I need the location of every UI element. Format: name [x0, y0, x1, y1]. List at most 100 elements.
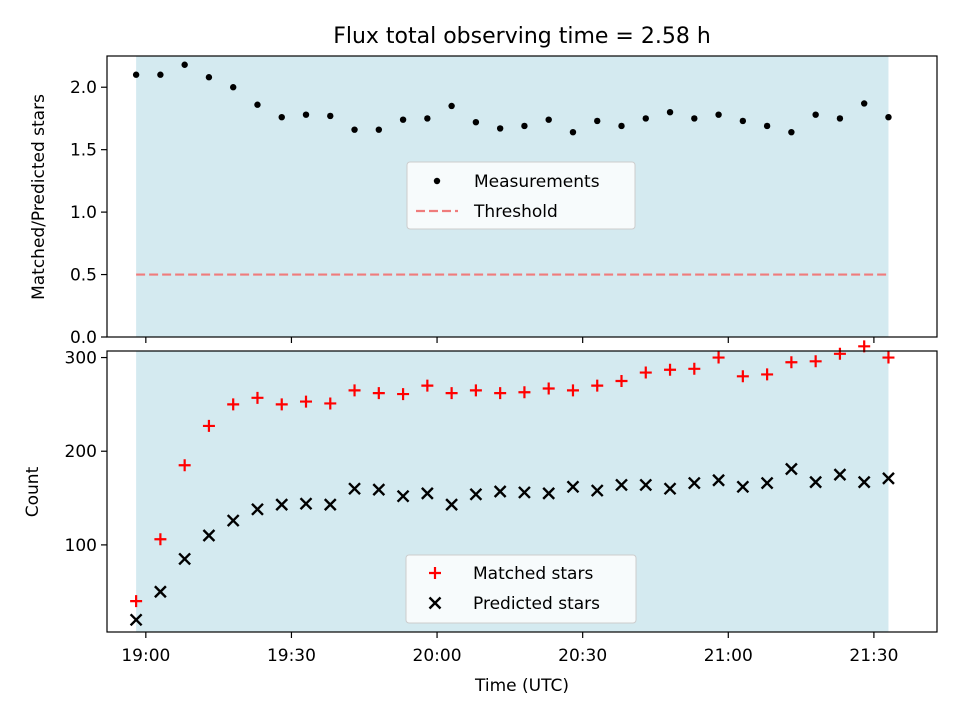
predicted-star-point [469, 487, 483, 501]
predicted-star-point [226, 514, 240, 527]
measurement-point [642, 115, 649, 122]
matched-star-point [202, 419, 215, 432]
measurement-point [278, 113, 285, 121]
bottom-y-axis-label: Count [23, 466, 43, 517]
predicted-star-point [736, 480, 750, 494]
matched-star-point [421, 379, 434, 392]
predicted-star-point [445, 498, 458, 511]
legend-predicted-marker [428, 596, 442, 610]
predicted-star-point [639, 478, 653, 492]
top-y-tick-label: 0.5 [70, 266, 97, 286]
predicted-star-point [712, 473, 725, 487]
measurement-point [594, 117, 601, 125]
top-legend [406, 161, 636, 230]
matched-star-point [615, 374, 628, 387]
x-tick-label: 19:00 [121, 646, 170, 666]
top-y-tick-label: 2.0 [70, 78, 97, 98]
predicted-star-point [202, 529, 216, 542]
measurement-point [763, 122, 771, 130]
predicted-star-point [760, 476, 774, 490]
matched-star-point [154, 533, 167, 546]
measurement-point [521, 122, 528, 130]
matched-star-point [227, 398, 240, 411]
matched-star-point [688, 362, 701, 375]
predicted-star-point [566, 480, 580, 494]
measurement-point [424, 115, 431, 122]
bottom-y-tick-label: 200 [65, 442, 97, 462]
top-y-axis-label: Matched/Predicted stars [29, 94, 49, 300]
matched-star-point [518, 386, 531, 399]
matched-star-point [761, 368, 774, 381]
matched-star-point [130, 595, 143, 608]
predicted-star-point [372, 483, 386, 496]
matched-star-point [445, 387, 458, 400]
predicted-star-point [493, 485, 507, 498]
matched-star-point [348, 384, 361, 397]
x-tick-label: 21:30 [849, 646, 898, 666]
predicted-star-point [615, 478, 628, 492]
matched-star-point [469, 384, 482, 397]
legend-threshold-label: Threshold [473, 202, 558, 222]
measurement-point [666, 109, 674, 116]
predicted-star-point [129, 613, 143, 627]
matched-star-point [566, 384, 579, 397]
legend-measurements-marker [433, 177, 441, 185]
predicted-star-point [542, 487, 556, 500]
matched-star-point [300, 395, 313, 408]
matched-star-point [542, 382, 555, 395]
top-y-tick-label: 0.0 [70, 328, 97, 348]
measurement-point [132, 71, 140, 78]
measurement-point [351, 126, 358, 133]
predicted-star-point [785, 462, 798, 476]
top-y-tick-label: 1.0 [70, 203, 97, 223]
predicted-star-point [251, 502, 264, 516]
measurement-point [181, 61, 188, 68]
predicted-star-point [178, 552, 192, 566]
bottom-axes-frame [106, 350, 938, 633]
legend-predicted-label: Predicted stars [473, 594, 600, 614]
matched-star-point [324, 397, 337, 410]
matched-star-point [809, 355, 822, 368]
predicted-star-point [275, 498, 289, 511]
measurement-point [157, 71, 164, 78]
matched-star-point [397, 388, 410, 401]
legend-measurements-label: Measurements [474, 172, 600, 192]
measurement-point [739, 117, 747, 125]
predicted-star-point [396, 489, 410, 503]
measurement-point [812, 111, 819, 118]
bottom-y-tick-label: 300 [65, 349, 97, 369]
top-panel: 0.0 0.5 1.0 1.5 2.0 Measurements Threshold [70, 55, 938, 348]
measurement-point [254, 101, 261, 108]
bottom-panel: 100 200 300 19:00 19:30 20:00 20:30 21:00 21:30 M… [65, 340, 938, 666]
matched-star-point [833, 347, 846, 360]
matched-star-point [178, 459, 191, 472]
measurement-point [788, 128, 795, 136]
measurement-point [302, 111, 310, 118]
chart-title: Flux total observing time = 2.58 h [333, 24, 711, 49]
measurement-point [691, 115, 698, 122]
bottom-legend [405, 554, 637, 624]
matched-star-point [736, 370, 749, 383]
measurement-point [472, 118, 480, 126]
measurement-point [545, 116, 552, 123]
predicted-star-point [663, 482, 677, 496]
measurement-point [448, 102, 455, 110]
predicted-star-point [421, 487, 434, 500]
matched-star-point [664, 363, 677, 376]
predicted-star-point [299, 497, 313, 511]
matched-star-point [591, 379, 604, 392]
measurement-point [327, 112, 334, 120]
matched-star-point [275, 398, 288, 411]
x-tick-label: 20:00 [413, 646, 462, 666]
matched-star-point [858, 340, 871, 353]
predicted-star-point [518, 486, 531, 499]
predicted-star-point [857, 475, 871, 489]
top-y-tick-label: 1.5 [70, 141, 97, 161]
matched-star-point [494, 387, 507, 400]
measurement-point [229, 84, 237, 91]
measurement-point [715, 111, 722, 118]
x-tick-label: 20:30 [558, 646, 607, 666]
matched-star-point [639, 366, 652, 379]
measurement-point [496, 125, 504, 132]
